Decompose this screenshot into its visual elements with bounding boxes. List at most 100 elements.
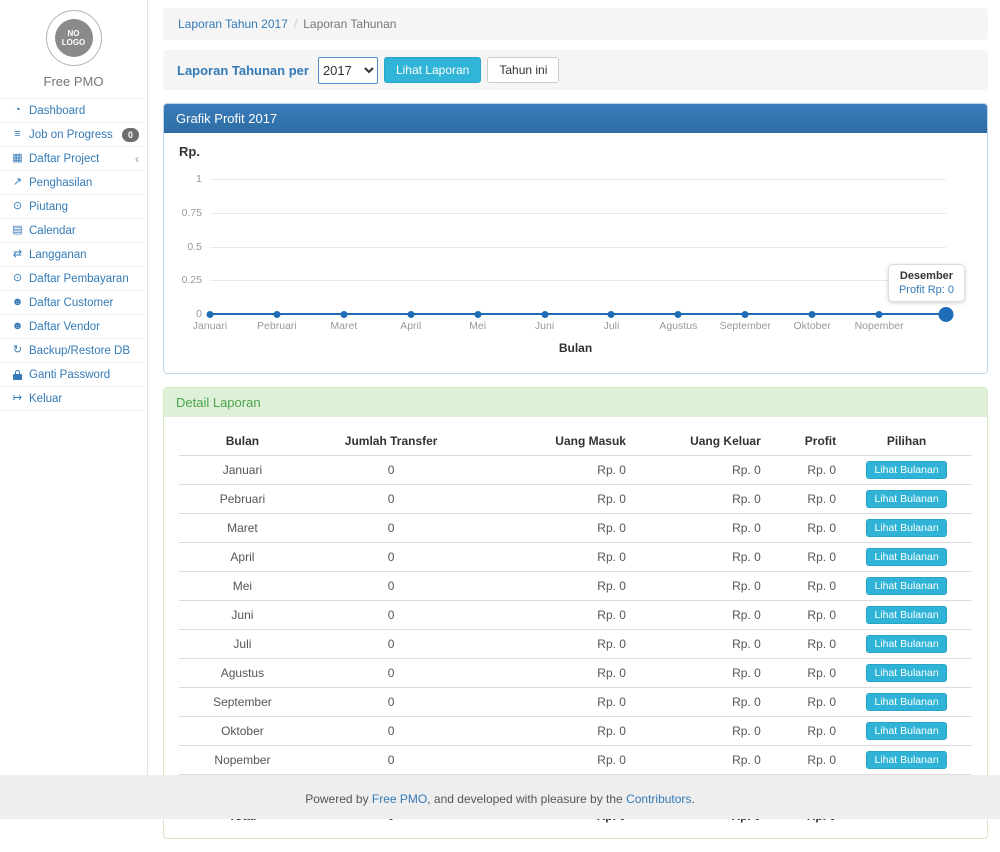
contributors-link[interactable]: Contributors xyxy=(626,792,691,806)
cell-pilihan: Lihat Bulanan xyxy=(841,572,972,601)
count-badge: 0 xyxy=(122,128,139,142)
sidebar-item-job-on-progress[interactable]: ≡ Job on Progress 0 xyxy=(0,123,147,147)
lihat-bulanan-button[interactable]: Lihat Bulanan xyxy=(866,490,946,508)
data-point-september[interactable] xyxy=(742,311,749,318)
data-point-maret[interactable] xyxy=(340,311,347,318)
sidebar-item-daftar-project[interactable]: ▦Daftar Project‹ xyxy=(0,147,147,171)
sidebar-item-label: Daftar Vendor xyxy=(29,321,100,333)
profit-chart-panel: Grafik Profit 2017 Rp. JanuariPebruariMa… xyxy=(163,103,988,374)
money-icon: ⊙ xyxy=(10,199,25,214)
cell-transfer: 0 xyxy=(306,688,476,717)
table-header-row: BulanJumlah TransferUang MasukUang Kelua… xyxy=(179,427,972,456)
lihat-bulanan-button[interactable]: Lihat Bulanan xyxy=(866,722,946,740)
cell-masuk: Rp. 0 xyxy=(476,659,631,688)
detail-laporan-panel: Detail Laporan BulanJumlah TransferUang … xyxy=(163,387,988,839)
tooltip-value: Profit Rp: 0 xyxy=(899,284,954,296)
exchange-icon: ⇄ xyxy=(10,247,25,262)
sidebar-item-daftar-pembayaran[interactable]: ⊙Daftar Pembayaran xyxy=(0,267,147,291)
sidebar-item-keluar[interactable]: ↦Keluar xyxy=(0,387,147,411)
data-point-april[interactable] xyxy=(407,311,414,318)
sidebar-item-label: Daftar Project xyxy=(29,153,99,165)
sidebar-item-calendar[interactable]: ▤Calendar xyxy=(0,219,147,243)
cell-keluar: Rp. 0 xyxy=(631,746,766,775)
cell-keluar: Rp. 0 xyxy=(631,456,766,485)
cell-keluar: Rp. 0 xyxy=(631,572,766,601)
cell-transfer: 0 xyxy=(306,514,476,543)
lihat-bulanan-button[interactable]: Lihat Bulanan xyxy=(866,693,946,711)
cell-bulan: Oktober xyxy=(179,717,306,746)
sidebar-item-ganti-password[interactable]: Ganti Password xyxy=(0,363,147,387)
sidebar-item-penghasilan[interactable]: ↗ Penghasilan xyxy=(0,171,147,195)
lihat-bulanan-button[interactable]: Lihat Bulanan xyxy=(866,664,946,682)
lihat-bulanan-button[interactable]: Lihat Bulanan xyxy=(866,461,946,479)
tahun-ini-button[interactable]: Tahun ini xyxy=(487,57,559,83)
dashboard-icon: ◔ xyxy=(10,103,25,118)
lihat-bulanan-button[interactable]: Lihat Bulanan xyxy=(866,519,946,537)
data-point-mei[interactable] xyxy=(474,311,481,318)
sidebar-item-label: Job on Progress xyxy=(29,129,113,141)
sidebar-item-label: Ganti Password xyxy=(29,369,110,381)
chart-line-icon: ↗ xyxy=(10,175,25,190)
sidebar-item-piutang[interactable]: ⊙Piutang xyxy=(0,195,147,219)
logo: NO LOGO Free PMO xyxy=(0,0,147,89)
sidebar-item-backup-restore-db[interactable]: ↻Backup/Restore DB xyxy=(0,339,147,363)
table-icon: ▦ xyxy=(10,151,25,166)
cell-transfer: 0 xyxy=(306,746,476,775)
y-tick-label: 0.5 xyxy=(164,241,202,253)
page-footer: Powered by Free PMO, and developed with … xyxy=(0,775,1000,819)
data-point-januari[interactable] xyxy=(207,311,214,318)
chart-panel-title: Grafik Profit 2017 xyxy=(164,104,987,133)
lihat-bulanan-button[interactable]: Lihat Bulanan xyxy=(866,548,946,566)
data-point-desember[interactable] xyxy=(939,307,954,322)
cell-keluar: Rp. 0 xyxy=(631,514,766,543)
breadcrumb-link-laporan-tahun[interactable]: Laporan Tahun 2017 xyxy=(178,17,288,31)
cell-transfer: 0 xyxy=(306,659,476,688)
sidebar-item-label: Dashboard xyxy=(29,105,85,117)
data-point-oktober[interactable] xyxy=(809,311,816,318)
x-tick-label: Pebruari xyxy=(257,320,297,332)
sidebar-item-dashboard[interactable]: ◔ Dashboard xyxy=(0,99,147,123)
data-point-juni[interactable] xyxy=(541,311,548,318)
data-point-nopember[interactable] xyxy=(876,311,883,318)
x-axis-title: Bulan xyxy=(559,341,592,355)
table-row: Mei0Rp. 0Rp. 0Rp. 0Lihat Bulanan xyxy=(179,572,972,601)
sidebar-item-daftar-vendor[interactable]: ☻Daftar Vendor xyxy=(0,315,147,339)
sidebar-item-label: Langganan xyxy=(29,249,87,261)
data-point-agustus[interactable] xyxy=(675,311,682,318)
lihat-bulanan-button[interactable]: Lihat Bulanan xyxy=(866,577,946,595)
sidebar-item-label: Penghasilan xyxy=(29,177,92,189)
cell-transfer: 0 xyxy=(306,543,476,572)
cell-pilihan: Lihat Bulanan xyxy=(841,630,972,659)
data-point-juli[interactable] xyxy=(608,311,615,318)
sign-out-icon: ↦ xyxy=(10,391,25,406)
cell-pilihan: Lihat Bulanan xyxy=(841,659,972,688)
cell-keluar: Rp. 0 xyxy=(631,659,766,688)
cell-profit: Rp. 0 xyxy=(766,485,841,514)
lihat-bulanan-button[interactable]: Lihat Bulanan xyxy=(866,606,946,624)
data-point-pebruari[interactable] xyxy=(273,311,280,318)
x-tick-label: September xyxy=(720,320,771,332)
cell-masuk: Rp. 0 xyxy=(476,572,631,601)
cell-keluar: Rp. 0 xyxy=(631,601,766,630)
lihat-laporan-button[interactable]: Lihat Laporan xyxy=(384,57,481,83)
cell-keluar: Rp. 0 xyxy=(631,485,766,514)
cell-pilihan: Lihat Bulanan xyxy=(841,456,972,485)
sidebar-item-label: Calendar xyxy=(29,225,76,237)
year-select[interactable]: 2017 xyxy=(318,57,378,84)
sidebar-item-langganan[interactable]: ⇄ Langganan xyxy=(0,243,147,267)
x-tick-label: Juli xyxy=(604,320,620,332)
sidebar-item-daftar-customer[interactable]: ☻Daftar Customer xyxy=(0,291,147,315)
bars-icon: ≡ xyxy=(10,127,25,142)
breadcrumb-separator: / xyxy=(294,17,297,31)
breadcrumb: Laporan Tahun 2017/Laporan Tahunan xyxy=(163,8,988,40)
footer-text: . xyxy=(691,792,694,806)
cell-profit: Rp. 0 xyxy=(766,456,841,485)
table-row: Oktober0Rp. 0Rp. 0Rp. 0Lihat Bulanan xyxy=(179,717,972,746)
free-pmo-link[interactable]: Free PMO xyxy=(372,792,427,806)
lihat-bulanan-button[interactable]: Lihat Bulanan xyxy=(866,635,946,653)
cell-profit: Rp. 0 xyxy=(766,746,841,775)
table-row: Agustus0Rp. 0Rp. 0Rp. 0Lihat Bulanan xyxy=(179,659,972,688)
cell-bulan: Agustus xyxy=(179,659,306,688)
lihat-bulanan-button[interactable]: Lihat Bulanan xyxy=(866,751,946,769)
cell-profit: Rp. 0 xyxy=(766,572,841,601)
